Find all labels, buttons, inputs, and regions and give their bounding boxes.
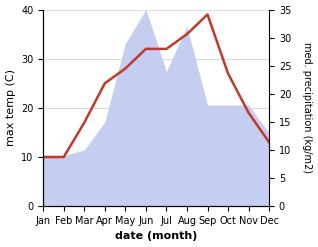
Y-axis label: max temp (C): max temp (C) [5,69,16,146]
Y-axis label: med. precipitation (kg/m2): med. precipitation (kg/m2) [302,42,313,173]
X-axis label: date (month): date (month) [115,231,197,242]
